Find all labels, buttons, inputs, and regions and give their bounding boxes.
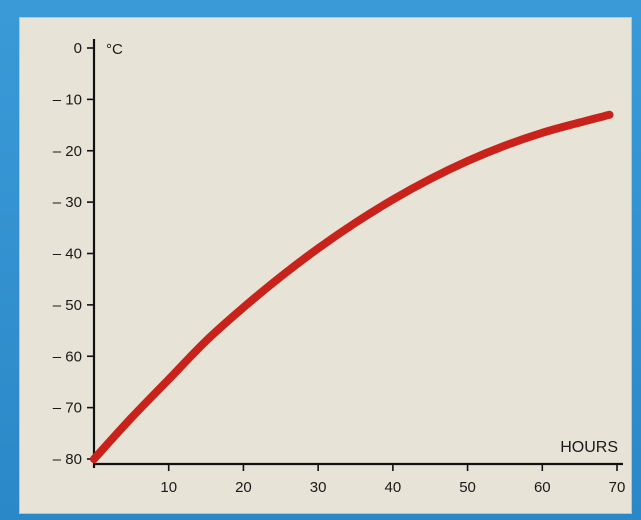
- series-line: [90, 110, 614, 463]
- y-tick-label: – 60: [53, 348, 82, 365]
- series: [90, 110, 614, 463]
- temperature-chart: 0 – 10 – 20 – 30 – 40 – 50 – 60 – 70 – 80 10 20 30 4…: [53, 39, 626, 496]
- chart-panel: 0 – 10 – 20 – 30 – 40 – 50 – 60 – 70 – 80 10 20 30 4…: [19, 17, 632, 514]
- x-tick-label: 50: [459, 479, 476, 496]
- x-tick-label: 40: [385, 479, 402, 496]
- y-tick-label: – 10: [53, 91, 82, 108]
- y-axis-label: °C: [106, 41, 123, 58]
- y-tick-label: – 70: [53, 400, 82, 417]
- ticks: [87, 47, 618, 471]
- x-axis-label: HOURS: [560, 439, 618, 456]
- x-tick-label: 20: [235, 479, 252, 496]
- y-tick-label: – 30: [53, 194, 82, 211]
- x-tick-label: 70: [609, 479, 626, 496]
- x-tick-label: 10: [160, 479, 177, 496]
- axes: [92, 39, 623, 468]
- y-tick-label: – 50: [53, 297, 82, 314]
- tick-labels: 0 – 10 – 20 – 30 – 40 – 50 – 60 – 70 – 80 10 20 30 4…: [53, 40, 626, 496]
- y-tick-label: – 20: [53, 143, 82, 160]
- x-tick-label: 60: [534, 479, 551, 496]
- y-tick-label: – 40: [53, 246, 82, 263]
- x-tick-label: 30: [310, 479, 327, 496]
- y-tick-label: – 80: [53, 451, 82, 468]
- y-tick-label: 0: [74, 40, 82, 57]
